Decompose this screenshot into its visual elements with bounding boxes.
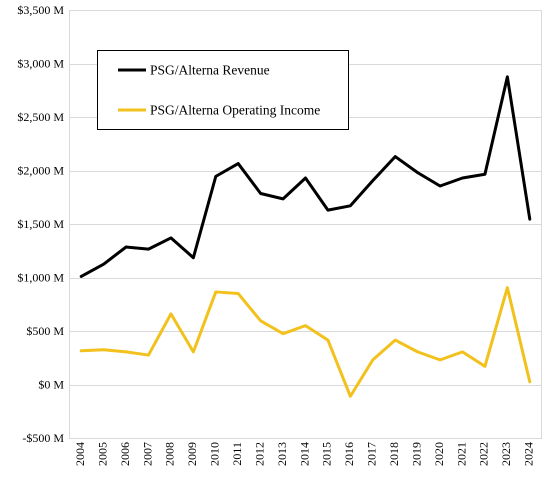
y-tick-label: $2,500 M <box>17 110 64 124</box>
y-tick-label: $500 M <box>26 324 64 338</box>
x-tick-label: 2021 <box>454 442 468 466</box>
legend-label-revenue: PSG/Alterna Revenue <box>150 63 270 78</box>
series-lines <box>79 75 532 398</box>
y-tick-label: $1,000 M <box>17 271 64 285</box>
series-line-operating-income <box>79 286 532 398</box>
y-tick-label: -$500 M <box>22 431 64 445</box>
series-line-revenue <box>79 75 532 278</box>
y-tick-label: $3,500 M <box>17 3 64 17</box>
y-tick-label: $2,000 M <box>17 164 64 178</box>
x-tick-label: 2022 <box>477 442 491 466</box>
x-tick-label: 2007 <box>140 442 154 466</box>
x-tick-label: 2018 <box>387 442 401 466</box>
x-tick-label: 2009 <box>185 442 199 466</box>
legend-label-operating-income: PSG/Alterna Operating Income <box>150 103 320 118</box>
x-tick-label: 2020 <box>432 442 446 466</box>
x-tick-label: 2017 <box>365 442 379 466</box>
x-tick-label: 2023 <box>499 442 513 466</box>
x-tick-label: 2010 <box>208 442 222 466</box>
x-tick-label: 2006 <box>118 442 132 466</box>
x-tick-label: 2012 <box>252 442 266 466</box>
x-tick-label: 2014 <box>297 442 311 466</box>
legend: PSG/Alterna Revenue PSG/Alterna Operatin… <box>97 50 349 130</box>
x-axis-tick-labels: 2004 2005 2006 2007 2008 2009 2010 2011 2012 2013… <box>73 442 536 466</box>
legend-box <box>97 50 349 130</box>
x-tick-label: 2005 <box>95 442 109 466</box>
x-tick-label: 2015 <box>320 442 334 466</box>
x-tick-label: 2019 <box>409 442 423 466</box>
x-tick-label: 2011 <box>230 442 244 466</box>
x-tick-label: 2008 <box>163 442 177 466</box>
y-axis-tick-labels: -$500 M $0 M $500 M $1,000 M $1,500 M $2,000 … <box>17 3 64 445</box>
x-tick-label: 2013 <box>275 442 289 466</box>
x-tick-label: 2016 <box>342 442 356 466</box>
plot-area-border <box>69 10 542 439</box>
y-tick-label: $3,000 M <box>17 57 64 71</box>
x-tick-label: 2024 <box>522 442 536 466</box>
x-tick-label: 2004 <box>73 442 87 466</box>
y-tick-label: $0 M <box>38 378 64 392</box>
y-tick-label: $1,500 M <box>17 217 64 231</box>
